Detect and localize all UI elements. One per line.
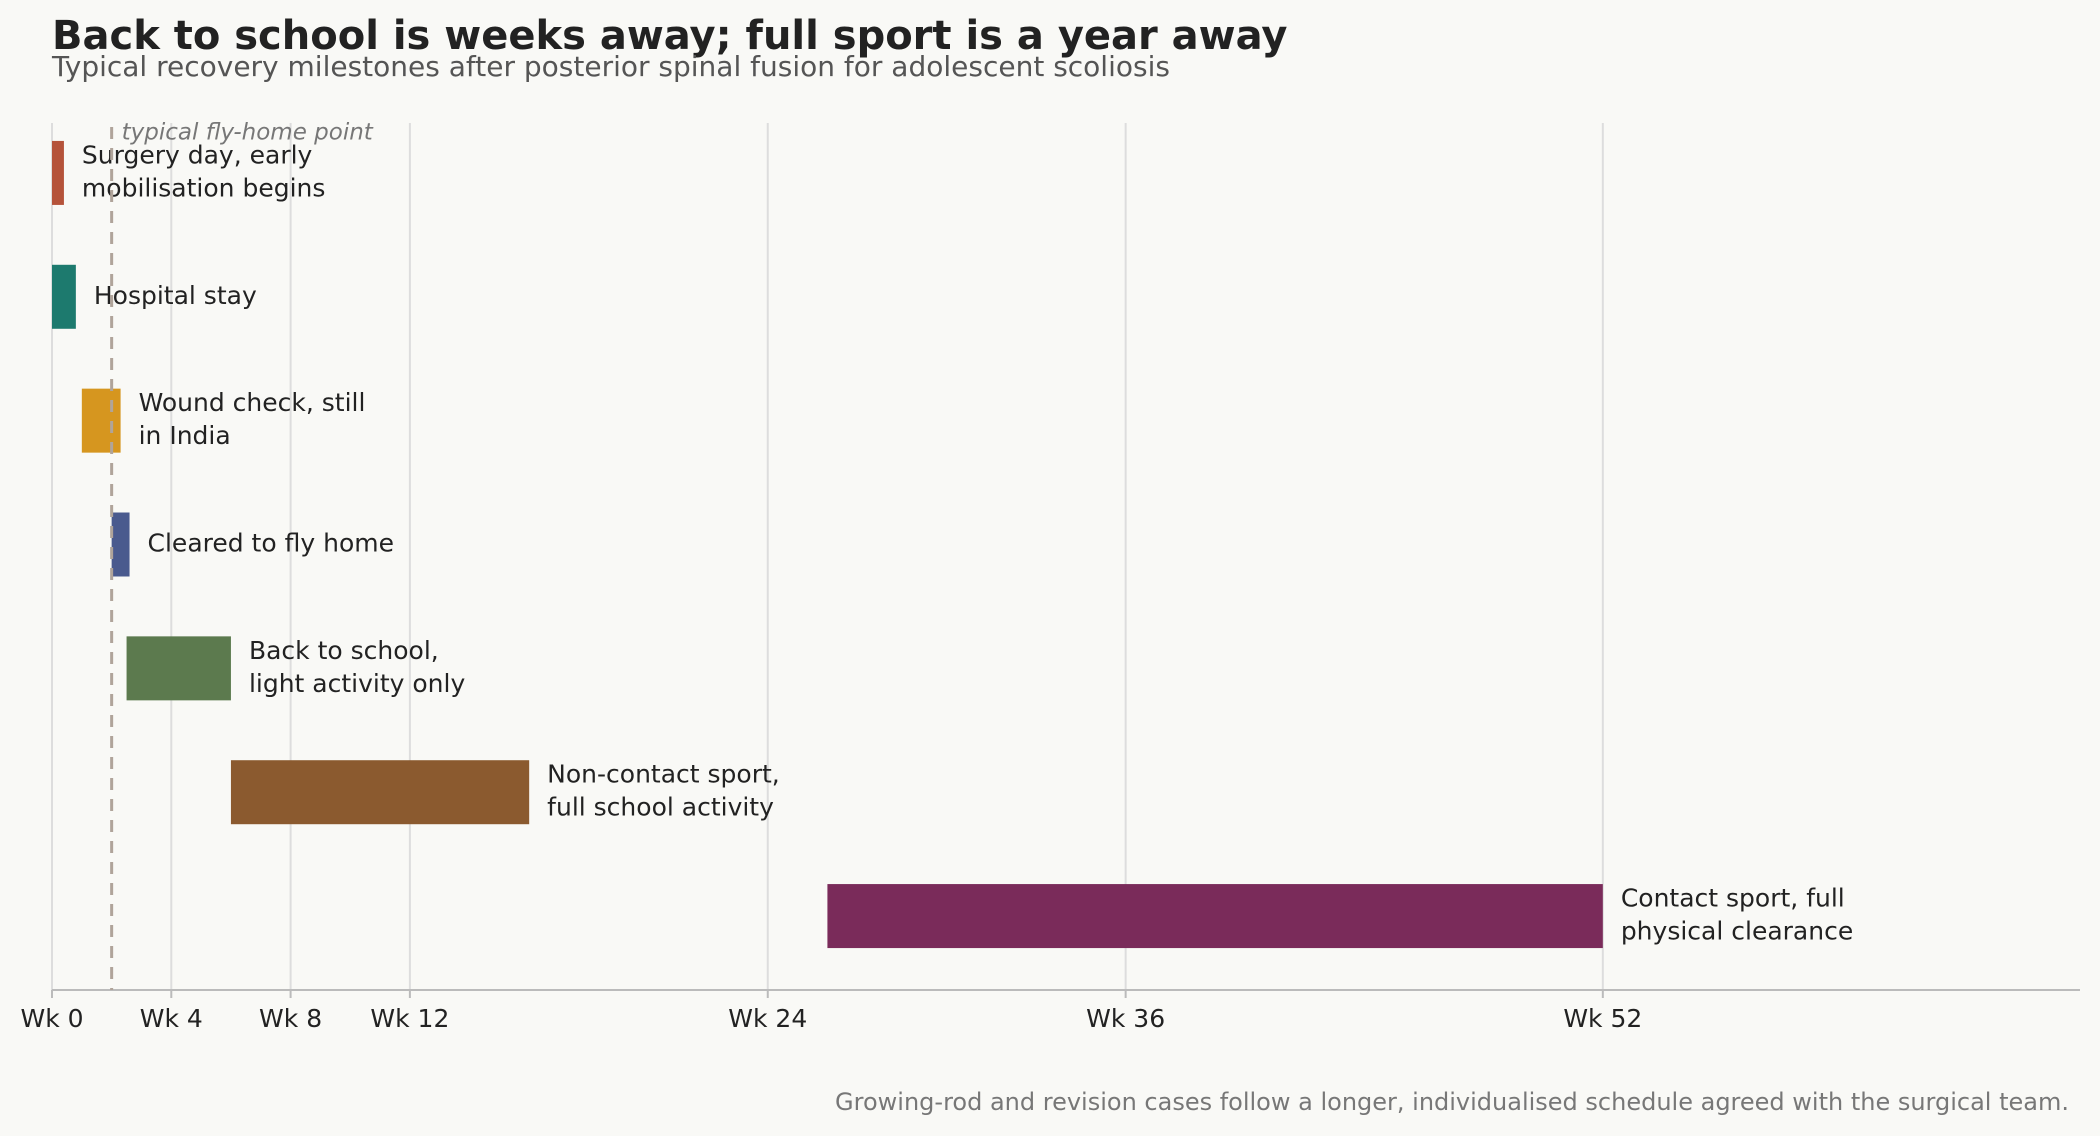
footnote: Growing-rod and revision cases follow a … [835, 1088, 2069, 1116]
task-label: Hospital stay [94, 281, 257, 310]
x-tick-label: Wk 12 [370, 1004, 449, 1033]
task-bar [52, 140, 64, 205]
task-bar [230, 760, 530, 825]
task-label: Non-contact sport, full school activity [547, 760, 780, 822]
task-bar [52, 264, 76, 329]
task-bar [81, 388, 121, 453]
x-tick-label: Wk 52 [1563, 1004, 1642, 1033]
task-label: Wound check, still in India [139, 388, 366, 450]
x-tick-label: Wk 4 [140, 1004, 203, 1033]
task-bar [126, 636, 231, 701]
task-label: Back to school, light activity only [249, 636, 466, 698]
x-tick-label: Wk 24 [728, 1004, 807, 1033]
task-label: Surgery day, early mobilisation begins [82, 140, 325, 202]
task-label: Cleared to fly home [148, 529, 394, 558]
x-tick-label: Wk 36 [1086, 1004, 1165, 1033]
chart-subtitle: Typical recovery milestones after poster… [51, 50, 1170, 83]
task-bar [827, 884, 1603, 949]
task-label: Contact sport, full physical clearance [1621, 884, 1853, 946]
task-bar [111, 512, 130, 577]
chart-title: Back to school is weeks away; full sport… [52, 13, 1287, 59]
x-tick-label: Wk 0 [20, 1004, 83, 1033]
x-tick-label: Wk 8 [259, 1004, 322, 1033]
reference-label: typical fly-home point [122, 120, 374, 146]
